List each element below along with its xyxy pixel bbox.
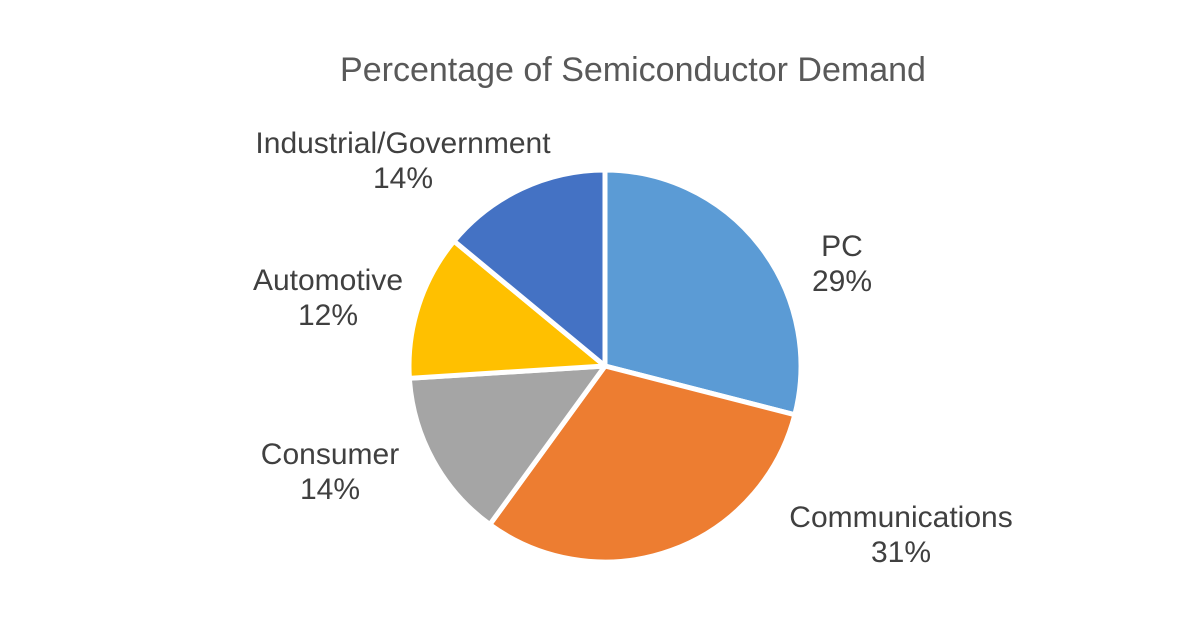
- chart-title: Percentage of Semiconductor Demand: [340, 51, 926, 89]
- pie-label-pc-value: 29%: [811, 265, 873, 298]
- pie-label-industrial-government: Industrial/Government 14%: [253, 126, 553, 196]
- pie-slice-industrial-government: [451, 167, 608, 369]
- pie-label-communications-value: 31%: [870, 536, 932, 569]
- pie-label-communications-name: Communications: [789, 501, 1013, 534]
- pie-slice-communications: [487, 363, 798, 565]
- pie-label-industrial-government-name: Industrial/Government: [255, 127, 551, 160]
- pie-label-consumer-name: Consumer: [260, 438, 400, 471]
- pie-label-consumer-value: 14%: [299, 473, 361, 506]
- pie-slice-automotive: [406, 238, 608, 381]
- pie-slice-consumer: [406, 363, 608, 528]
- pie-label-pc: PC 29%: [762, 229, 922, 299]
- pie-label-automotive-value: 12%: [297, 299, 359, 332]
- pie-label-automotive: Automotive 12%: [208, 263, 448, 333]
- pie-label-communications: Communications 31%: [741, 500, 1061, 570]
- pie-label-consumer: Consumer 14%: [210, 437, 450, 507]
- pie-label-automotive-name: Automotive: [252, 264, 404, 297]
- pie-label-industrial-government-value: 14%: [372, 162, 434, 195]
- pie-slice-pc: [602, 167, 804, 418]
- pie-label-pc-name: PC: [821, 230, 863, 263]
